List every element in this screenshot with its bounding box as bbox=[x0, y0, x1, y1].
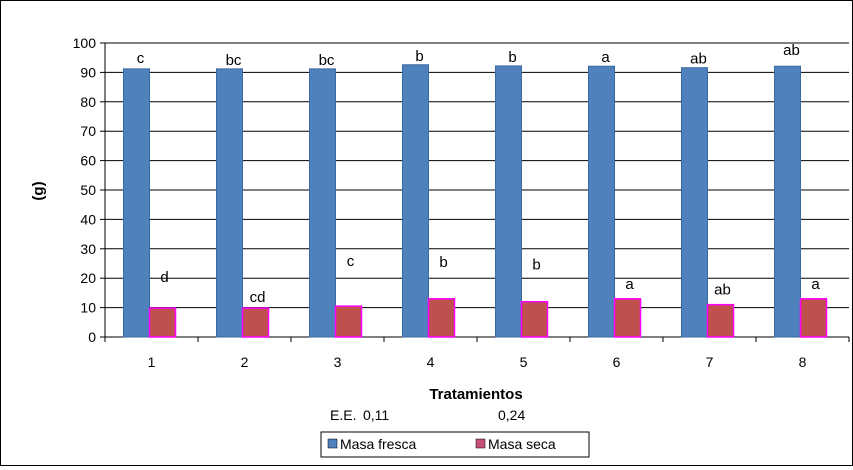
y-tick-label: 50 bbox=[80, 182, 96, 198]
letter-masa-fresca: bc bbox=[319, 52, 335, 69]
bar-masa-seca bbox=[520, 300, 549, 338]
x-tick-label: 6 bbox=[613, 354, 621, 370]
x-tick-label: 2 bbox=[241, 354, 249, 370]
letter-masa-seca: cd bbox=[250, 289, 266, 306]
letter-masa-fresca: ab bbox=[783, 42, 800, 59]
axes: 0 10 20 30 40 50 60 70 80 90 100 1 2 3 4 5 6 7 8 bbox=[73, 35, 850, 370]
letter-masa-seca: b bbox=[439, 254, 447, 271]
x-tick-label: 1 bbox=[148, 354, 156, 370]
bar-masa-seca bbox=[799, 298, 828, 338]
bar-masa-seca bbox=[334, 305, 363, 338]
se-value-dry: 0,24 bbox=[498, 407, 525, 423]
y-tick-label: 60 bbox=[80, 153, 96, 169]
bar-masa-fresca bbox=[216, 68, 243, 338]
x-tick-label: 3 bbox=[334, 354, 342, 370]
y-tick-label: 20 bbox=[80, 270, 96, 286]
bar-letters: c bc bc b b a ab ab d cd c b b a ab a bbox=[137, 42, 821, 306]
letter-masa-seca: ab bbox=[714, 282, 731, 299]
legend-swatch-masa-fresca bbox=[327, 438, 338, 449]
x-axis-label: Tratamientos bbox=[429, 386, 522, 403]
bar-masa-fresca bbox=[309, 68, 336, 338]
y-tick-label: 0 bbox=[88, 329, 96, 345]
letter-masa-fresca: b bbox=[415, 48, 423, 65]
letter-masa-fresca: ab bbox=[690, 51, 707, 68]
legend-label-masa-seca: Masa seca bbox=[488, 436, 556, 452]
bars bbox=[123, 64, 828, 338]
se-prefix: E.E. bbox=[330, 407, 356, 423]
bar-masa-fresca bbox=[774, 65, 801, 338]
letter-masa-seca: a bbox=[625, 276, 634, 293]
y-tick-label: 40 bbox=[80, 211, 96, 227]
legend: Masa fresca Masa seca bbox=[320, 431, 590, 458]
letter-masa-seca: a bbox=[811, 276, 820, 293]
bar-masa-seca bbox=[427, 298, 456, 338]
letter-masa-fresca: b bbox=[508, 49, 516, 66]
y-tick-label: 30 bbox=[80, 241, 96, 257]
bar-masa-fresca bbox=[681, 67, 708, 338]
bar-masa-seca bbox=[241, 307, 270, 338]
bar-masa-seca bbox=[613, 298, 642, 338]
x-tick-label: 8 bbox=[799, 354, 807, 370]
legend-swatch-masa-seca bbox=[475, 438, 486, 449]
bar-masa-fresca bbox=[402, 64, 429, 338]
bar-masa-seca bbox=[148, 307, 177, 338]
y-tick-label: 70 bbox=[80, 123, 96, 139]
letter-masa-fresca: c bbox=[137, 50, 145, 67]
x-tick-label: 4 bbox=[427, 354, 435, 370]
x-tick-label: 7 bbox=[706, 354, 714, 370]
legend-label-masa-fresca: Masa fresca bbox=[340, 436, 416, 452]
se-value-fresh: 0,11 bbox=[363, 407, 389, 423]
letter-masa-seca: c bbox=[347, 253, 355, 270]
bar-masa-fresca bbox=[495, 65, 522, 338]
y-tick-label: 90 bbox=[80, 64, 96, 80]
letter-masa-seca: d bbox=[160, 269, 168, 286]
bar-masa-seca bbox=[706, 303, 735, 338]
letter-masa-fresca: bc bbox=[226, 52, 242, 69]
letter-masa-seca: b bbox=[532, 257, 540, 274]
y-tick-label: 10 bbox=[80, 300, 96, 316]
bar-masa-fresca bbox=[588, 65, 615, 338]
legend-frame bbox=[320, 431, 590, 458]
y-tick-label: 100 bbox=[73, 35, 97, 51]
bar-masa-fresca bbox=[123, 68, 150, 338]
y-axis-label: (g) bbox=[30, 181, 47, 200]
letter-masa-fresca: a bbox=[601, 49, 610, 66]
x-tick-label: 5 bbox=[520, 354, 528, 370]
y-tick-label: 80 bbox=[80, 94, 96, 110]
